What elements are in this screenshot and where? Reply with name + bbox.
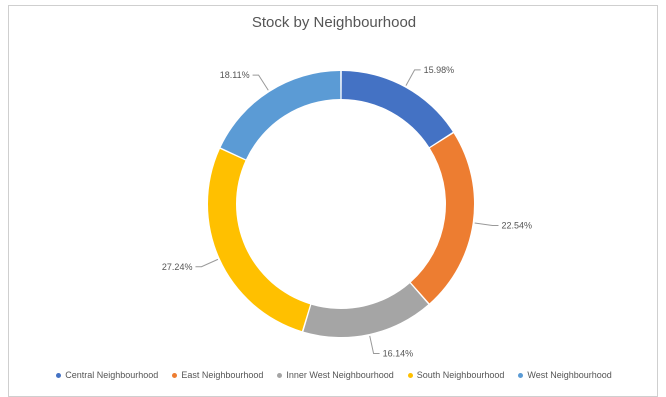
legend-label-0: Central Neighbourhood xyxy=(65,370,159,380)
legend-label-3: South Neighbourhood xyxy=(416,370,505,380)
leader-line-1 xyxy=(474,222,499,227)
legend-item-1: East Neighbourhood xyxy=(172,370,263,380)
leader-line-2 xyxy=(369,335,380,354)
donut-slice-2 xyxy=(303,283,429,338)
legend-label-2: Inner West Neighbourhood xyxy=(286,370,394,380)
legend-item-0: Central Neighbourhood xyxy=(56,370,158,380)
legend-swatch-2 xyxy=(277,372,283,378)
legend: Central Neighbourhood East Neighbourhood I… xyxy=(9,370,659,380)
donut-slice-1 xyxy=(410,133,474,304)
chart-area: Stock by Neighbourhood 15.98% 22.54% 16.14… xyxy=(8,5,658,397)
donut-slice-3 xyxy=(207,148,311,332)
legend-label-1: East Neighbourhood xyxy=(181,370,264,380)
data-label-2: 16.14% xyxy=(383,348,414,358)
donut-slice-0 xyxy=(341,71,453,148)
legend-label-4: West Neighbourhood xyxy=(527,370,612,380)
donut-chart: 15.98% 22.54% 16.14% 27.24% 18.11% xyxy=(162,65,532,359)
leader-line-3 xyxy=(195,258,219,268)
legend-swatch-1 xyxy=(172,372,178,378)
data-label-0: 15.98% xyxy=(424,65,455,75)
legend-swatch-3 xyxy=(407,372,413,378)
legend-item-4: West Neighbourhood xyxy=(518,370,612,380)
leader-line-4 xyxy=(252,74,269,91)
chart-title: Stock by Neighbourhood xyxy=(251,14,417,31)
leader-line-0 xyxy=(405,69,421,86)
data-label-1: 22.54% xyxy=(501,221,532,231)
data-label-3: 27.24% xyxy=(162,262,193,272)
donut-slice-4 xyxy=(220,71,341,160)
legend-item-2: Inner West Neighbourhood xyxy=(277,370,394,380)
legend-item-3: South Neighbourhood xyxy=(407,370,505,380)
data-label-4: 18.11% xyxy=(220,70,250,80)
legend-swatch-4 xyxy=(518,372,524,378)
legend-swatch-0 xyxy=(56,372,62,378)
